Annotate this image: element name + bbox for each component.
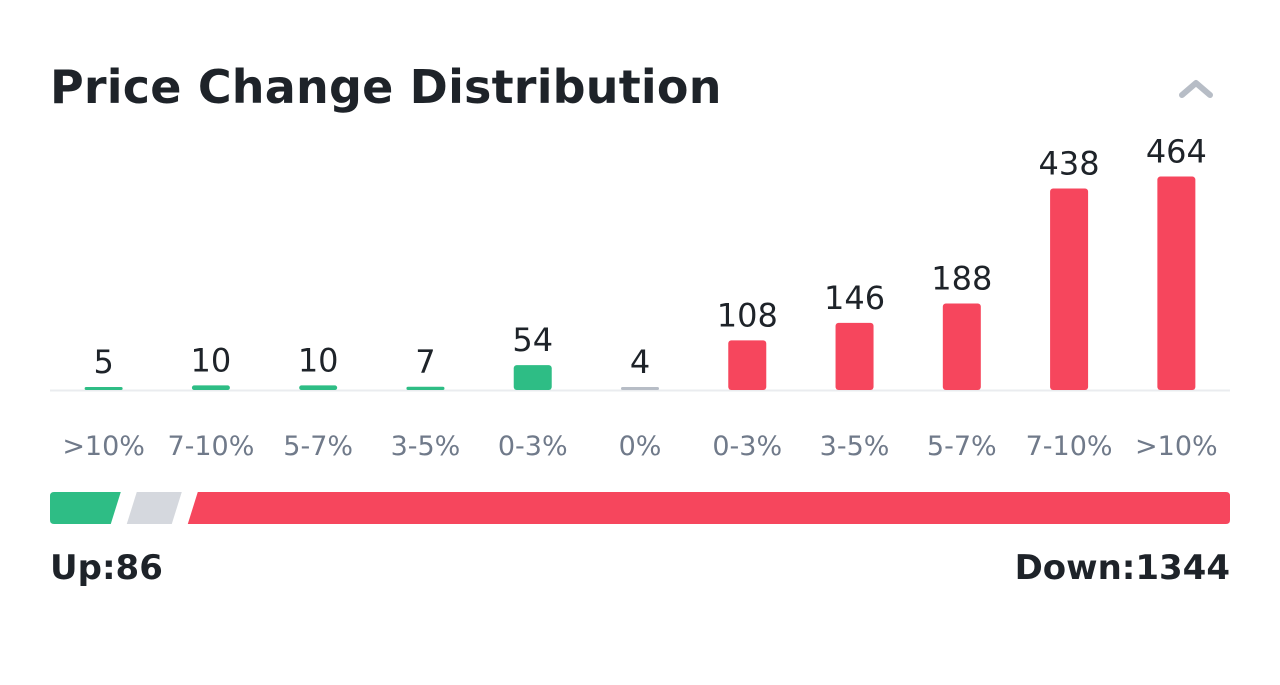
- category-tick-label: >10%: [1135, 431, 1218, 462]
- flat-segment: [126, 492, 182, 524]
- category-tick-label: 7-10%: [167, 431, 254, 462]
- bar-up-2: [299, 385, 338, 390]
- category-tick-label: 7-10%: [1026, 431, 1113, 462]
- down-count-label: Down:1344: [1014, 548, 1230, 588]
- bar-down-6: [728, 340, 767, 390]
- bar-value-label: 5: [93, 343, 113, 381]
- category-tick-label: >10%: [62, 431, 145, 462]
- collapse-button[interactable]: [1172, 66, 1220, 110]
- category-tick-label: 0%: [619, 431, 662, 462]
- bar-value-label: 188: [931, 260, 992, 298]
- bar-value-label: 108: [717, 296, 778, 334]
- category-tick-label: 5-7%: [927, 431, 997, 462]
- up-segment: [50, 492, 121, 524]
- distribution-chart: 5 >10% 10 7-10% 10 5-7% 7 3-5% 54 0-3% 4 0% 108 0-3% 1…: [50, 133, 1230, 462]
- page-title: Price Change Distribution: [50, 60, 722, 114]
- up-down-ratio-bar: [50, 492, 1230, 524]
- bar-value-label: 7: [415, 343, 435, 381]
- bar-down-8: [942, 303, 981, 390]
- bar-flat-5: [621, 387, 659, 390]
- bar-up-0: [84, 387, 123, 390]
- up-count-label: Up:86: [50, 548, 163, 588]
- bar-down-10: [1157, 176, 1196, 390]
- down-segment: [187, 492, 1230, 524]
- bar-value-label: 10: [298, 341, 339, 379]
- bar-value-label: 438: [1039, 145, 1100, 183]
- category-tick-label: 3-5%: [391, 431, 461, 462]
- bar-value-label: 464: [1146, 133, 1207, 171]
- bar-up-3: [406, 386, 445, 390]
- bar-value-label: 54: [512, 321, 553, 359]
- bar-up-1: [191, 385, 230, 390]
- bar-value-label: 4: [630, 343, 650, 381]
- category-tick-label: 0-3%: [712, 431, 782, 462]
- bar-value-label: 10: [191, 341, 232, 379]
- category-tick-label: 3-5%: [820, 431, 890, 462]
- category-tick-label: 5-7%: [283, 431, 353, 462]
- category-tick-label: 0-3%: [498, 431, 568, 462]
- bar-down-9: [1050, 188, 1089, 390]
- chevron-up-icon: [1179, 80, 1213, 98]
- bar-value-label: 146: [824, 279, 885, 317]
- bar-up-4: [513, 365, 552, 390]
- bar-down-7: [835, 322, 874, 390]
